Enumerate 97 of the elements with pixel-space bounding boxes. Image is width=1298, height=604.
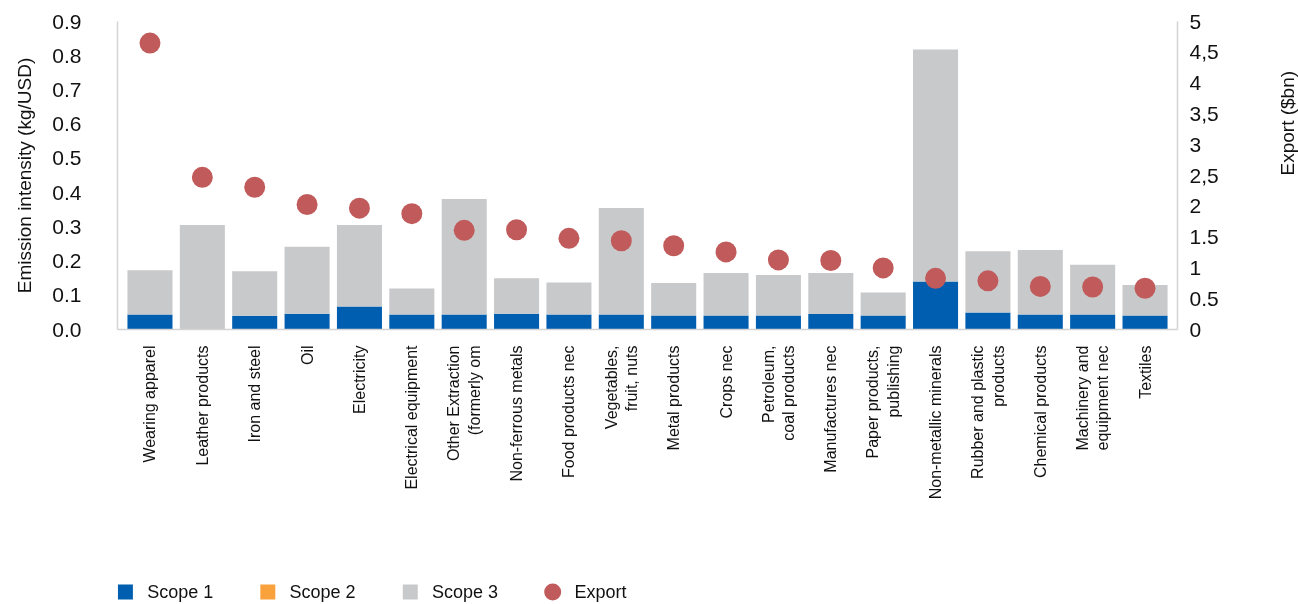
- x-tick-label: Manufactures nec: [822, 345, 840, 473]
- x-tick-label: Non-ferrous metals: [508, 345, 526, 482]
- y2-tick-label: 0.5: [1189, 286, 1219, 310]
- x-tick-label: Metal products: [665, 345, 683, 451]
- bar: [651, 282, 697, 316]
- y2-axis-title: Export ($bn): [1277, 70, 1298, 176]
- point: [767, 249, 789, 271]
- bar: [755, 315, 801, 330]
- x-tick-label: Rubber and plastic products: [969, 345, 1007, 479]
- y-tick-label: 0.1: [52, 283, 82, 307]
- x-tick-label: Paper products, publishing: [864, 345, 902, 459]
- bar: [860, 315, 906, 330]
- point: [610, 230, 632, 252]
- point: [191, 166, 213, 188]
- bar: [913, 49, 959, 282]
- legend-label: Scope 2: [289, 582, 356, 602]
- y-tick-label: 0.3: [52, 214, 82, 238]
- point: [139, 32, 161, 54]
- point: [558, 227, 580, 249]
- bar: [703, 315, 749, 330]
- bar: [808, 314, 854, 330]
- x-tick-label: Electricity: [350, 345, 368, 414]
- bar: [651, 315, 697, 330]
- bar: [127, 314, 173, 330]
- y-axis-title: Emission intensity (kg/USD): [14, 57, 36, 294]
- y2-tick-label: 0: [1189, 317, 1202, 341]
- bar: [860, 292, 906, 316]
- point: [1134, 277, 1156, 299]
- point: [296, 193, 318, 215]
- bar: [336, 306, 382, 330]
- x-tick-label: Petroleum, coal products: [759, 345, 798, 441]
- bar: [232, 315, 278, 330]
- y-tick-label: 0.9: [52, 9, 82, 33]
- point: [453, 219, 475, 241]
- y2-tick-label: 2: [1189, 194, 1202, 218]
- y2-tick-label: 2,5: [1189, 163, 1219, 187]
- x-tick-label: Wearing apparel: [141, 345, 159, 463]
- y2-tick-label: 4: [1189, 71, 1202, 95]
- point: [715, 241, 737, 263]
- point: [401, 203, 423, 225]
- bar: [703, 273, 749, 316]
- bar: [546, 314, 592, 330]
- legend-label: Scope 3: [432, 582, 499, 602]
- x-tick-label: Iron and steel: [246, 345, 264, 443]
- bar: [494, 313, 540, 330]
- bar: [1070, 314, 1116, 330]
- point: [820, 250, 842, 271]
- bar: [127, 270, 173, 315]
- y-tick-label: 0.0: [52, 317, 82, 341]
- x-tick-label: Textiles: [1136, 345, 1154, 399]
- x-tick-label: Food products nec: [560, 345, 578, 479]
- point: [872, 257, 894, 279]
- bar: [441, 199, 487, 315]
- x-tick-label: Chemical products: [1031, 345, 1049, 478]
- legend-label: Scope 1: [147, 582, 214, 602]
- y-tick-label: 0.8: [52, 43, 82, 67]
- y-tick-label: 0.4: [52, 180, 82, 204]
- bar: [389, 288, 435, 315]
- x-tick-label: Crops nec: [717, 345, 735, 419]
- y2-tick-label: 4,5: [1189, 40, 1219, 64]
- bar: [1122, 315, 1168, 330]
- point: [925, 267, 947, 289]
- bar: [965, 312, 1011, 330]
- bar: [913, 281, 959, 330]
- point: [348, 197, 370, 219]
- bar: [598, 208, 644, 315]
- y2-tick-label: 3,5: [1189, 101, 1219, 125]
- bar: [336, 225, 382, 307]
- bar: [1017, 314, 1063, 330]
- x-tick-label: Vegetables, fruit, nuts: [602, 345, 641, 430]
- y2-tick-label: 1.5: [1189, 225, 1219, 249]
- bar: [494, 278, 540, 314]
- y-tick-label: 0.7: [52, 77, 82, 101]
- bar: [389, 314, 435, 330]
- bar: [598, 314, 644, 330]
- x-tick-label: Non-metallic minerals: [927, 345, 945, 500]
- bar: [284, 246, 330, 314]
- x-tick-label: Oil: [298, 345, 316, 366]
- y-tick-label: 0.5: [52, 146, 82, 170]
- y-tick-label: 0.2: [52, 249, 82, 273]
- point: [244, 176, 266, 198]
- y2-tick-label: 5: [1189, 9, 1202, 33]
- bar: [808, 273, 854, 315]
- y2-tick-label: 1: [1189, 255, 1202, 279]
- bar: [232, 271, 278, 316]
- bar: [546, 282, 592, 315]
- x-tick-label: Electrical equipment: [403, 344, 421, 490]
- x-tick-label: Leather products: [193, 345, 211, 466]
- y-tick-label: 0.6: [52, 112, 82, 136]
- bar: [441, 314, 487, 330]
- x-tick-label: Other Extraction (formerly om: [445, 345, 483, 462]
- point: [506, 219, 528, 241]
- legend-label: Export: [574, 582, 627, 602]
- bar: [755, 275, 801, 316]
- bar: [284, 313, 330, 330]
- point: [663, 235, 685, 257]
- y2-tick-label: 3: [1189, 132, 1202, 156]
